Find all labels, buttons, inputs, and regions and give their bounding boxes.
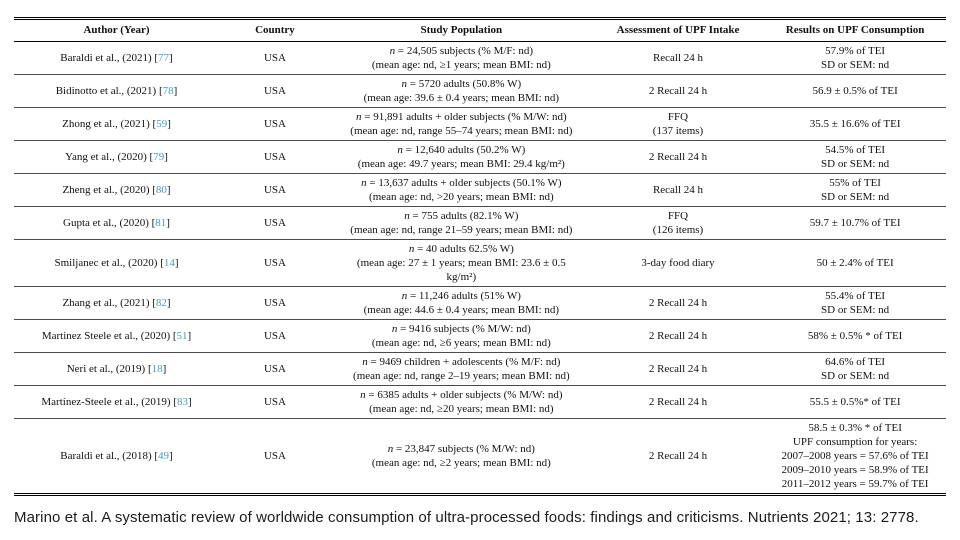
country-cell: USA xyxy=(219,385,331,419)
citation-link[interactable]: 59 xyxy=(156,118,168,130)
assessment-cell: 2 Recall 24 h xyxy=(591,385,765,419)
citation-link[interactable]: 83 xyxy=(176,396,188,408)
country-cell: USA xyxy=(219,107,331,141)
assessment-cell: 2 Recall 24 h xyxy=(591,319,765,353)
table-row: Yang et al., (2020) [79] USA n = 12,640 ad… xyxy=(14,140,946,174)
author-cell: Yang et al., (2020) [79] xyxy=(14,140,220,174)
country-cell: USA xyxy=(263,52,286,64)
figure-caption: Marino et al. A systematic review of wor… xyxy=(14,509,919,526)
author-cell: Martinez Steele et al., (2020) [51] xyxy=(14,319,220,353)
citation-link[interactable]: 49 xyxy=(158,450,170,462)
author-cell: Martínez-Steele et al., (2019) [83] xyxy=(14,385,220,419)
results-cell: 55% of TEI SD or SEM: nd xyxy=(764,173,946,207)
citation-link[interactable]: 82 xyxy=(155,297,167,309)
assessment-cell: 2 Recall 24 h xyxy=(591,74,765,108)
author-cell: Zhong et al., (2021) [59] xyxy=(14,107,220,141)
table-row: Martinez Steele et al., (2020) [51] USA n … xyxy=(14,319,946,353)
author-cell: Gupta et al., (2020) [81] xyxy=(14,206,220,240)
table-row: Zhong et al., (2021) [59] USA n = 91,891 a… xyxy=(14,107,946,141)
citation-link[interactable]: 14 xyxy=(163,257,175,269)
results-cell: 58.5 ± 0.3% * of TEI UPF consumption for … xyxy=(764,418,946,495)
author-cell: Bidinotto et al., (2021) [78] xyxy=(14,74,220,108)
citation-link[interactable]: 18 xyxy=(151,363,163,375)
table-row: Zheng et al., (2020) [80] USA n = 13,637 a… xyxy=(14,173,946,207)
column-header-population: Study Population xyxy=(330,18,592,42)
population-cell: n = 91,891 adults + older subjects (% M/… xyxy=(330,107,592,141)
author-cell: Zheng et al., (2020) [80] xyxy=(14,173,220,207)
results-cell: 58% ± 0.5% * of TEI xyxy=(764,319,946,353)
table-row: Baraldi et al., (2018) [49] USA n = 23,847… xyxy=(14,418,946,495)
population-cell: n = 13,637 adults + older subjects (50.1… xyxy=(330,173,592,207)
results-cell: 56.9 ± 0.5% of TEI xyxy=(764,74,946,108)
country-cell: USA xyxy=(219,74,331,108)
population-cell: n = 6385 adults + older subjects (% M/W:… xyxy=(330,385,592,419)
table-header: Author (Year) Country Study Population A… xyxy=(14,18,946,42)
table-row: Baraldi et al., (2021) [77] USA n = 24,505… xyxy=(14,42,946,75)
assessment-cell: FFQ (126 items) xyxy=(591,206,765,240)
population-cell: n = 9469 children + adolescents (% M/F: … xyxy=(330,352,592,386)
author-cell: Neri et al., (2019) [18] xyxy=(14,352,220,386)
author-cell: Baraldi et al., (2021) [77] xyxy=(60,52,173,64)
author-cell: Zhang et al., (2021) [82] xyxy=(14,286,220,320)
table-row: Neri et al., (2019) [18] USA n = 9469 chil… xyxy=(14,352,946,386)
country-cell: USA xyxy=(219,319,331,353)
results-cell: 55.4% of TEI SD or SEM: nd xyxy=(764,286,946,320)
results-cell: 57.9% of TEI SD or SEM: nd xyxy=(821,45,890,71)
population-cell: n = 23,847 subjects (% M/W: nd) (mean age… xyxy=(330,418,592,495)
results-cell: 64.6% of TEI SD or SEM: nd xyxy=(764,352,946,386)
citation-link[interactable]: 78 xyxy=(162,85,174,97)
citation-link[interactable]: 80 xyxy=(155,184,167,196)
assessment-cell: 2 Recall 24 h xyxy=(591,352,765,386)
country-cell: USA xyxy=(219,418,331,495)
author-cell: Baraldi et al., (2018) [49] xyxy=(14,418,220,495)
assessment-cell: 2 Recall 24 h xyxy=(591,286,765,320)
assessment-cell: FFQ (137 items) xyxy=(591,107,765,141)
table-body: Baraldi et al., (2021) [77] USA n = 24,505… xyxy=(14,42,946,495)
citation-link[interactable]: 79 xyxy=(153,151,165,163)
population-cell: n = 11,246 adults (51% W) (mean age: 44.6… xyxy=(330,286,592,320)
citation-link[interactable]: 81 xyxy=(155,217,167,229)
country-cell: USA xyxy=(219,352,331,386)
column-header-author: Author (Year) xyxy=(14,18,220,42)
column-header-results: Results on UPF Consumption xyxy=(764,18,946,42)
country-cell: USA xyxy=(219,173,331,207)
table-row: Bidinotto et al., (2021) [78] USA n = 5720… xyxy=(14,74,946,108)
country-cell: USA xyxy=(219,140,331,174)
results-cell: 35.5 ± 16.6% of TEI xyxy=(764,107,946,141)
column-header-country: Country xyxy=(219,18,331,42)
column-header-assessment: Assessment of UPF Intake xyxy=(591,18,765,42)
citation-link[interactable]: 77 xyxy=(158,52,170,64)
population-cell: n = 755 adults (82.1% W) (mean age: nd, r… xyxy=(330,206,592,240)
assessment-cell: 3-day food diary xyxy=(591,239,765,287)
results-cell: 55.5 ± 0.5%* of TEI xyxy=(764,385,946,419)
country-cell: USA xyxy=(219,286,331,320)
table-row: Gupta et al., (2020) [81] USA n = 755 adul… xyxy=(14,206,946,240)
country-cell: USA xyxy=(219,206,331,240)
population-cell: n = 24,505 subjects (% M/F: nd) (mean age… xyxy=(371,45,551,71)
upf-studies-table: Author (Year) Country Study Population A… xyxy=(14,17,946,496)
results-cell: 50 ± 2.4% of TEI xyxy=(764,239,946,287)
results-cell: 59.7 ± 10.7% of TEI xyxy=(764,206,946,240)
population-cell: n = 40 adults 62.5% W) (mean age: 27 ± 1 … xyxy=(330,239,592,287)
assessment-cell: 2 Recall 24 h xyxy=(591,418,765,495)
results-cell: 54.5% of TEI SD or SEM: nd xyxy=(764,140,946,174)
population-cell: n = 9416 subjects (% M/W: nd) (mean age: … xyxy=(330,319,592,353)
assessment-cell: Recall 24 h xyxy=(652,52,704,64)
population-cell: n = 12,640 adults (50.2% W) (mean age: 49… xyxy=(330,140,592,174)
author-cell: Smiljanec et al., (2020) [14] xyxy=(14,239,220,287)
assessment-cell: Recall 24 h xyxy=(591,173,765,207)
country-cell: USA xyxy=(219,239,331,287)
table-row: Martínez-Steele et al., (2019) [83] USA n … xyxy=(14,385,946,419)
population-cell: n = 5720 adults (50.8% W) (mean age: 39.6… xyxy=(330,74,592,108)
table-row: Smiljanec et al., (2020) [14] USA n = 40 a… xyxy=(14,239,946,287)
citation-link[interactable]: 51 xyxy=(176,330,188,342)
table-row: Zhang et al., (2021) [82] USA n = 11,246 a… xyxy=(14,286,946,320)
assessment-cell: 2 Recall 24 h xyxy=(591,140,765,174)
